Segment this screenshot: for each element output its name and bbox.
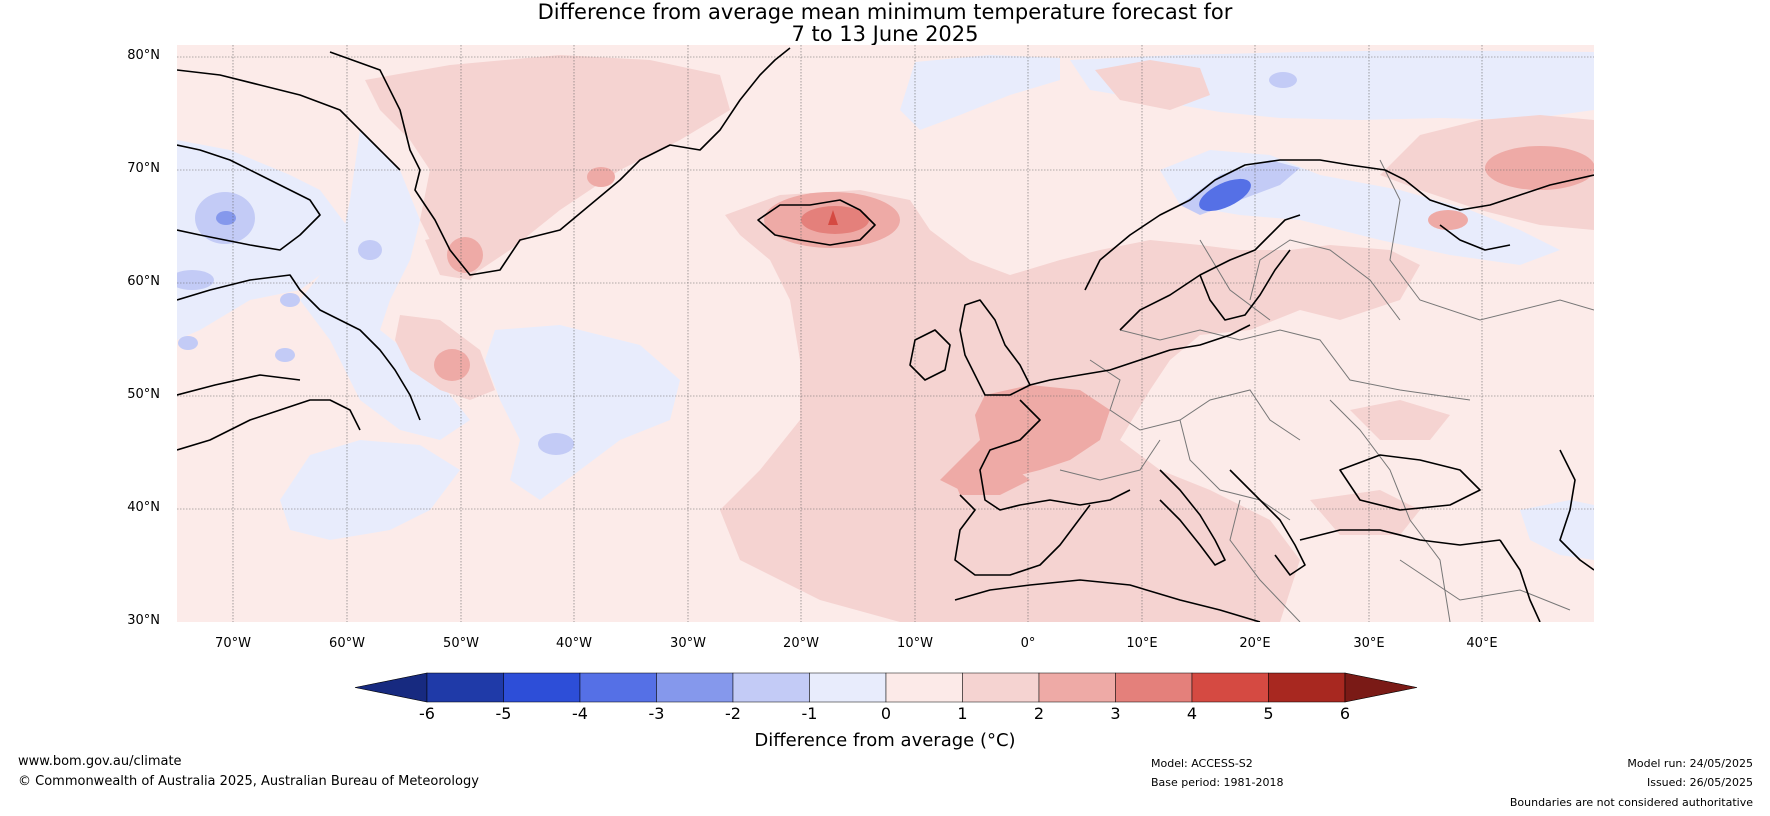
cool-patch-atlantic	[538, 433, 574, 455]
colorbar-segment	[656, 672, 734, 703]
lon-label-70w: 70°W	[215, 636, 251, 651]
colorbar-tick-label: -3	[648, 704, 665, 723]
colorbar-tick-label: -4	[572, 704, 588, 723]
colorbar-segment	[885, 672, 963, 703]
lon-label-10e: 10°E	[1126, 636, 1158, 651]
colorbar-segment	[1115, 672, 1193, 703]
cool-patch-quebec	[280, 293, 300, 307]
colorbar-segment	[1191, 672, 1269, 703]
coastlines	[177, 47, 1594, 622]
footer-website: www.bom.gov.au/climate	[18, 754, 182, 769]
warm-region-arctic	[1095, 60, 1210, 110]
lat-label-80n: 80°N	[127, 48, 160, 63]
colorbar-over-arrow	[1344, 672, 1418, 703]
colorbar-segment	[809, 672, 887, 703]
colorbar-tick-label: 2	[1033, 704, 1045, 723]
lat-label-60n: 60°N	[127, 274, 160, 289]
colorbar-tick-label: 5	[1263, 704, 1274, 723]
chart-title-line-2: 7 to 13 June 2025	[791, 22, 979, 46]
colorbar-segment	[426, 672, 504, 703]
colorbar-segment	[732, 672, 810, 703]
cool-region-canada	[177, 140, 350, 340]
warm-region-greenland	[365, 55, 730, 275]
lon-label-30e: 30°E	[1353, 636, 1385, 651]
colorbar-segment	[1268, 672, 1346, 703]
colorbar-label: Difference from average (°C)	[754, 730, 1016, 751]
lon-label-60w: 60°W	[329, 636, 365, 651]
colorbar-tick-label: -2	[725, 704, 741, 723]
cool-region-atlantic-central	[485, 325, 680, 500]
anomaly-contours	[177, 45, 1594, 622]
lon-label-20e: 20°E	[1239, 636, 1271, 651]
lat-label-40n: 40°N	[127, 500, 160, 515]
cool-patch-norway-core	[1199, 178, 1251, 212]
warm-patch-newfoundland	[434, 349, 470, 381]
colorbar-tick-label: 0	[880, 704, 892, 723]
lat-label-30n: 30°N	[127, 613, 160, 628]
footer-base-period: Base period: 1981-2018	[1151, 776, 1284, 789]
warm-patch-biscay	[950, 465, 1030, 495]
colorbar-tick-label: 1	[957, 704, 968, 723]
cool-region-atlantic-west	[280, 440, 460, 540]
footer-copyright: © Commonwealth of Australia 2025, Austra…	[18, 774, 479, 789]
cool-patch-hudson	[177, 270, 214, 290]
country-borders	[1059, 159, 1594, 622]
footer-model: Model: ACCESS-S2	[1151, 757, 1253, 770]
cool-patch-svalbard	[1269, 72, 1297, 88]
lon-label-10w: 10°W	[897, 636, 933, 651]
colorbar-tick-label: 3	[1110, 704, 1121, 723]
colorbar-tick-label: -1	[801, 704, 818, 723]
colorbar-segment	[1038, 672, 1116, 703]
colorbar	[354, 672, 1418, 703]
lon-label-20w: 20°W	[783, 636, 819, 651]
cool-patch-labrador	[358, 240, 382, 260]
cool-region-north-sea	[900, 55, 1060, 130]
lon-label-0: 0°	[1020, 636, 1036, 651]
footer-model-run: Model run: 24/05/2025	[1627, 757, 1753, 770]
warm-peak-iceland	[828, 210, 838, 225]
map-gridlines	[177, 45, 1594, 622]
colorbar-segment	[503, 672, 581, 703]
lat-label-70n: 70°N	[127, 161, 160, 176]
cool-patch-west	[178, 336, 198, 350]
colorbar-under-arrow	[354, 672, 428, 703]
lat-label-50n: 50°N	[127, 387, 160, 402]
cool-region-arctic-east	[1070, 50, 1594, 120]
lon-label-30w: 30°W	[670, 636, 706, 651]
lon-label-40w: 40°W	[556, 636, 592, 651]
cool-patch-newfoundland	[275, 348, 295, 362]
lon-label-40e: 40°E	[1466, 636, 1498, 651]
cool-region-caspian	[1520, 500, 1594, 560]
colorbar-tick-label: -5	[495, 704, 512, 723]
colorbar-segment	[579, 672, 657, 703]
footer-issued: Issued: 26/05/2025	[1646, 776, 1753, 789]
colorbar-tick-label: -6	[419, 704, 435, 723]
lon-label-50w: 50°W	[443, 636, 479, 651]
warm-patch-kola	[1428, 210, 1468, 230]
cool-region-labrador-sea	[300, 130, 470, 440]
colorbar-segment	[962, 672, 1040, 703]
colorbar-tick-label: 6	[1339, 704, 1351, 723]
chart-title-line-1: Difference from average mean minimum tem…	[537, 0, 1233, 24]
warm-region-turkey	[1310, 490, 1420, 535]
warm-patch-greenland-north	[587, 167, 615, 187]
warm-patch-russia	[1485, 146, 1594, 190]
footer-disclaimer: Boundaries are not considered authoritat…	[1509, 796, 1753, 809]
warm-patch-south-greenland	[447, 237, 483, 273]
cool-patch-baffin-core	[216, 211, 236, 225]
colorbar-tick-label: 4	[1186, 704, 1198, 723]
warm-region-ukraine	[1350, 400, 1450, 440]
